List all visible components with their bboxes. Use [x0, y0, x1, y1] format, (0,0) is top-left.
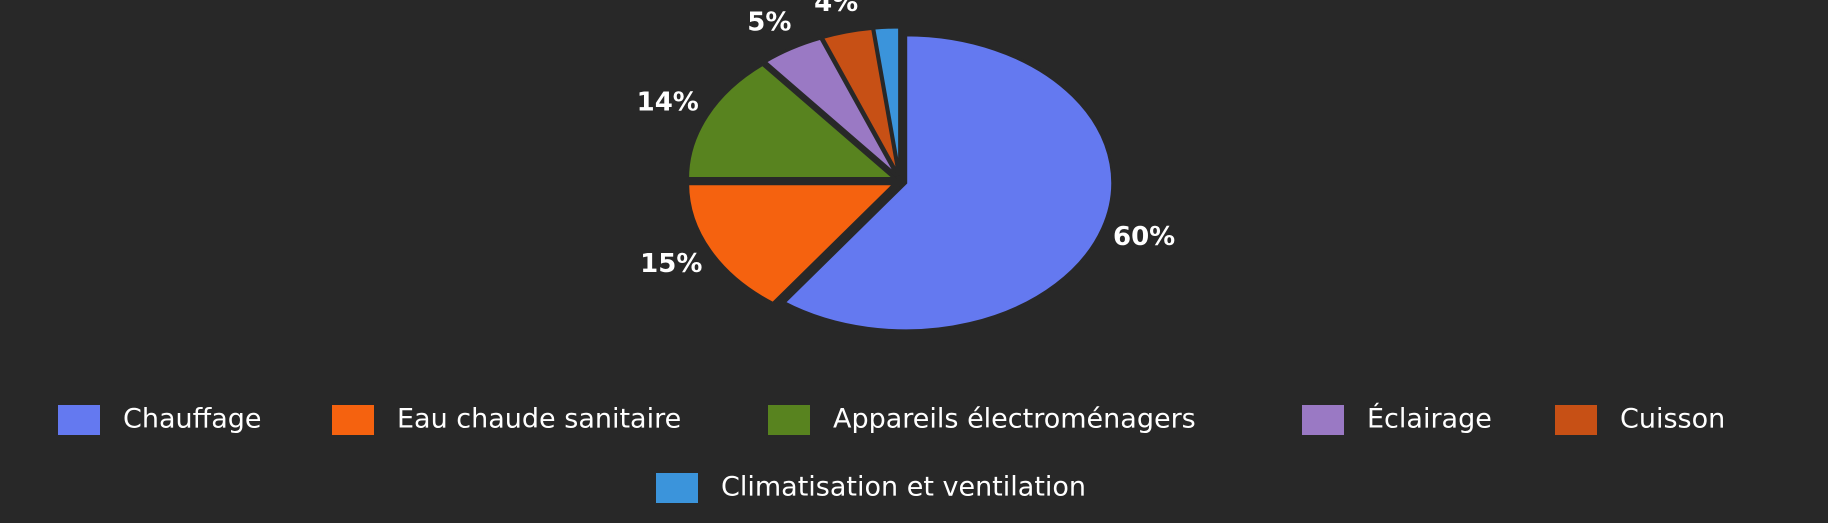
legend-swatch — [656, 473, 698, 503]
pie-slice — [781, 33, 1115, 333]
data-label: 60% — [1113, 222, 1175, 252]
legend-label: Eau chaude sanitaire — [397, 404, 681, 435]
legend-swatch — [1302, 405, 1344, 435]
data-label: 15% — [640, 249, 702, 279]
legend-label: Cuisson — [1620, 404, 1725, 435]
legend-swatch — [332, 405, 374, 435]
legend-label: Appareils électroménagers — [833, 404, 1196, 435]
pie-slice — [762, 36, 899, 177]
legend-swatch — [1555, 405, 1597, 435]
pie-slice — [686, 62, 899, 180]
pie-slice — [686, 182, 899, 306]
legend-label: Éclairage — [1367, 403, 1492, 435]
pie-slice — [871, 25, 902, 176]
data-label: 5% — [747, 8, 791, 38]
legend-label: Climatisation et ventilation — [721, 472, 1086, 503]
legend-label: Chauffage — [123, 404, 262, 435]
data-label: 14% — [637, 87, 699, 117]
legend-swatch — [768, 405, 810, 435]
legend-swatch — [58, 405, 100, 435]
data-label: 4% — [814, 0, 858, 18]
